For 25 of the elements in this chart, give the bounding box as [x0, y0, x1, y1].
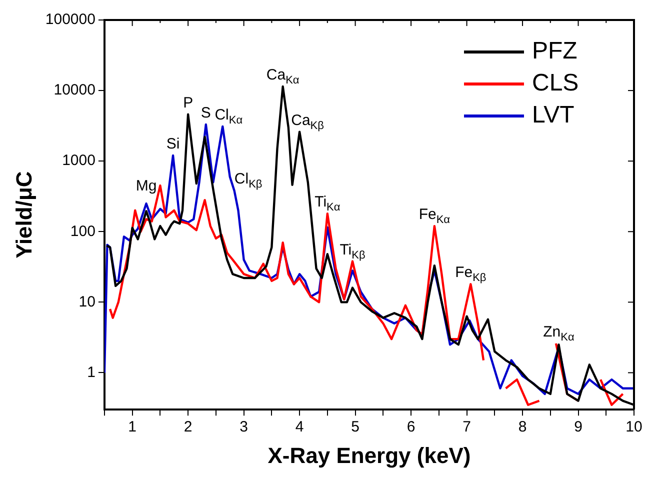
y-tick-label: 10 [78, 293, 96, 310]
legend-label: CLS [532, 70, 579, 97]
annotation: S [200, 104, 211, 122]
y-axis-title: Yield/μC [11, 171, 36, 258]
y-tick-label: 100000 [45, 11, 96, 28]
x-tick-label: 9 [574, 418, 582, 436]
y-tick-label: 10000 [54, 82, 96, 99]
x-tick-label: 5 [351, 418, 360, 436]
annotation: Si [166, 136, 180, 152]
x-tick-label: 6 [406, 418, 416, 436]
annotation: Mg [136, 178, 157, 195]
x-axis-title: X-Ray Energy (keV) [268, 442, 471, 468]
y-tick-label: 1 [87, 364, 96, 381]
x-tick-label: 8 [518, 418, 527, 436]
legend-label: LVT [532, 102, 575, 129]
x-tick-label: 2 [184, 418, 192, 436]
x-tick-label: 3 [240, 418, 248, 436]
x-tick-label: 7 [462, 418, 471, 436]
y-tick-label: 1000 [62, 152, 96, 170]
x-tick-label: 4 [295, 418, 304, 436]
annotation: P [183, 94, 194, 112]
legend-label: PFZ [532, 38, 578, 65]
x-tick-label: 1 [128, 418, 136, 436]
y-tick-label: 100 [70, 222, 96, 240]
x-tick-label: 10 [626, 418, 642, 436]
